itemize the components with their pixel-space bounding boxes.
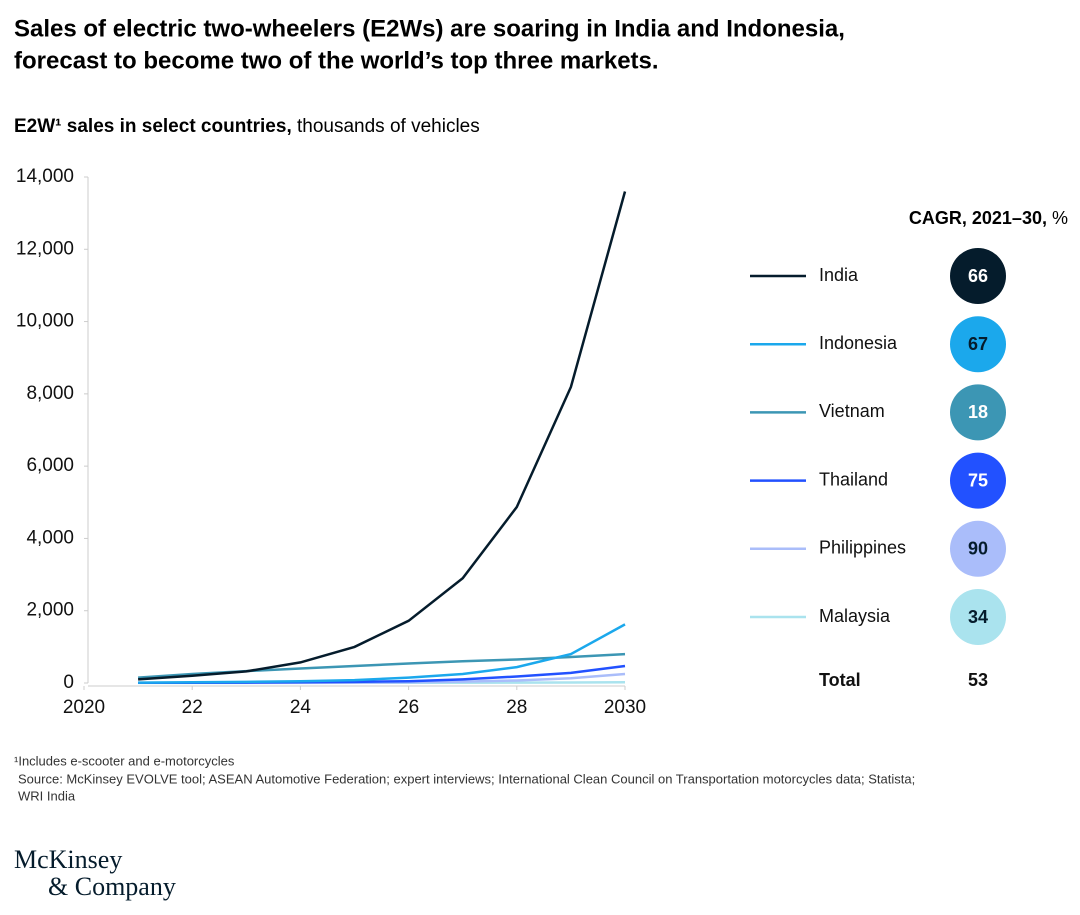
line-series: [138, 623, 626, 684]
legend-label: Indonesia: [819, 333, 898, 353]
x-tick-label: 28: [506, 697, 527, 718]
cagr-badge: [950, 520, 1006, 577]
cagr-value: 67: [968, 334, 988, 354]
legend-title-bold: CAGR, 2021–30,: [909, 208, 1047, 228]
source: Source: McKinsey EVOLVE tool; ASEAN Auto…: [18, 771, 915, 786]
legend-label: Malaysia: [819, 606, 891, 626]
x-tick-label: 24: [290, 697, 312, 718]
legend-label: Vietnam: [819, 401, 885, 421]
legend-title: CAGR, 2021–30, %: [909, 208, 1068, 228]
x-tick-label: 2030: [604, 697, 646, 718]
subtitle: E2W¹ sales in select countries, thousand…: [14, 116, 480, 137]
legend-label: Thailand: [819, 469, 888, 489]
y-tick-label: 2,000: [26, 600, 74, 621]
subtitle-bold: E2W¹ sales in select countries,: [14, 116, 292, 137]
cagr-badge: [950, 452, 1006, 509]
y-tick-label: 0: [63, 672, 74, 693]
chart-title: forecast to become two of the world’s to…: [14, 47, 659, 74]
line-series: [138, 191, 627, 681]
y-tick-label: 14,000: [16, 166, 74, 187]
cagr-value: 18: [968, 402, 988, 422]
cagr-badge: [950, 384, 1006, 441]
cagr-badge: [950, 248, 1006, 304]
y-tick-label: 10,000: [16, 311, 74, 332]
legend-label: Philippines: [819, 538, 906, 558]
subtitle-text: thousands of vehicles: [297, 116, 480, 137]
chart-title: Sales of electric two-wheelers (E2Ws) ar…: [14, 15, 845, 42]
cagr-badge: [950, 316, 1006, 373]
logo: & Company: [48, 872, 176, 901]
y-tick-label: 4,000: [26, 527, 74, 548]
y-tick-label: 6,000: [26, 455, 74, 476]
legend-label: India: [819, 265, 859, 285]
cagr-value: 75: [968, 470, 988, 490]
y-tick-label: 8,000: [26, 383, 74, 404]
total-label: Total: [819, 670, 861, 690]
legend-title-unit: %: [1052, 208, 1068, 228]
total-value: 53: [968, 670, 988, 690]
x-tick-label: 22: [182, 697, 203, 718]
y-tick-label: 12,000: [16, 238, 74, 259]
logo: McKinsey: [14, 845, 122, 874]
source: WRI India: [18, 788, 76, 803]
footnote: ¹Includes e-scooter and e-motorcycles: [14, 753, 235, 768]
cagr-badge: [950, 589, 1006, 645]
cagr-value: 90: [968, 539, 988, 559]
cagr-value: 34: [968, 607, 988, 627]
x-tick-label: 26: [398, 697, 419, 718]
x-tick-label: 2020: [63, 697, 105, 718]
cagr-value: 66: [968, 266, 988, 286]
